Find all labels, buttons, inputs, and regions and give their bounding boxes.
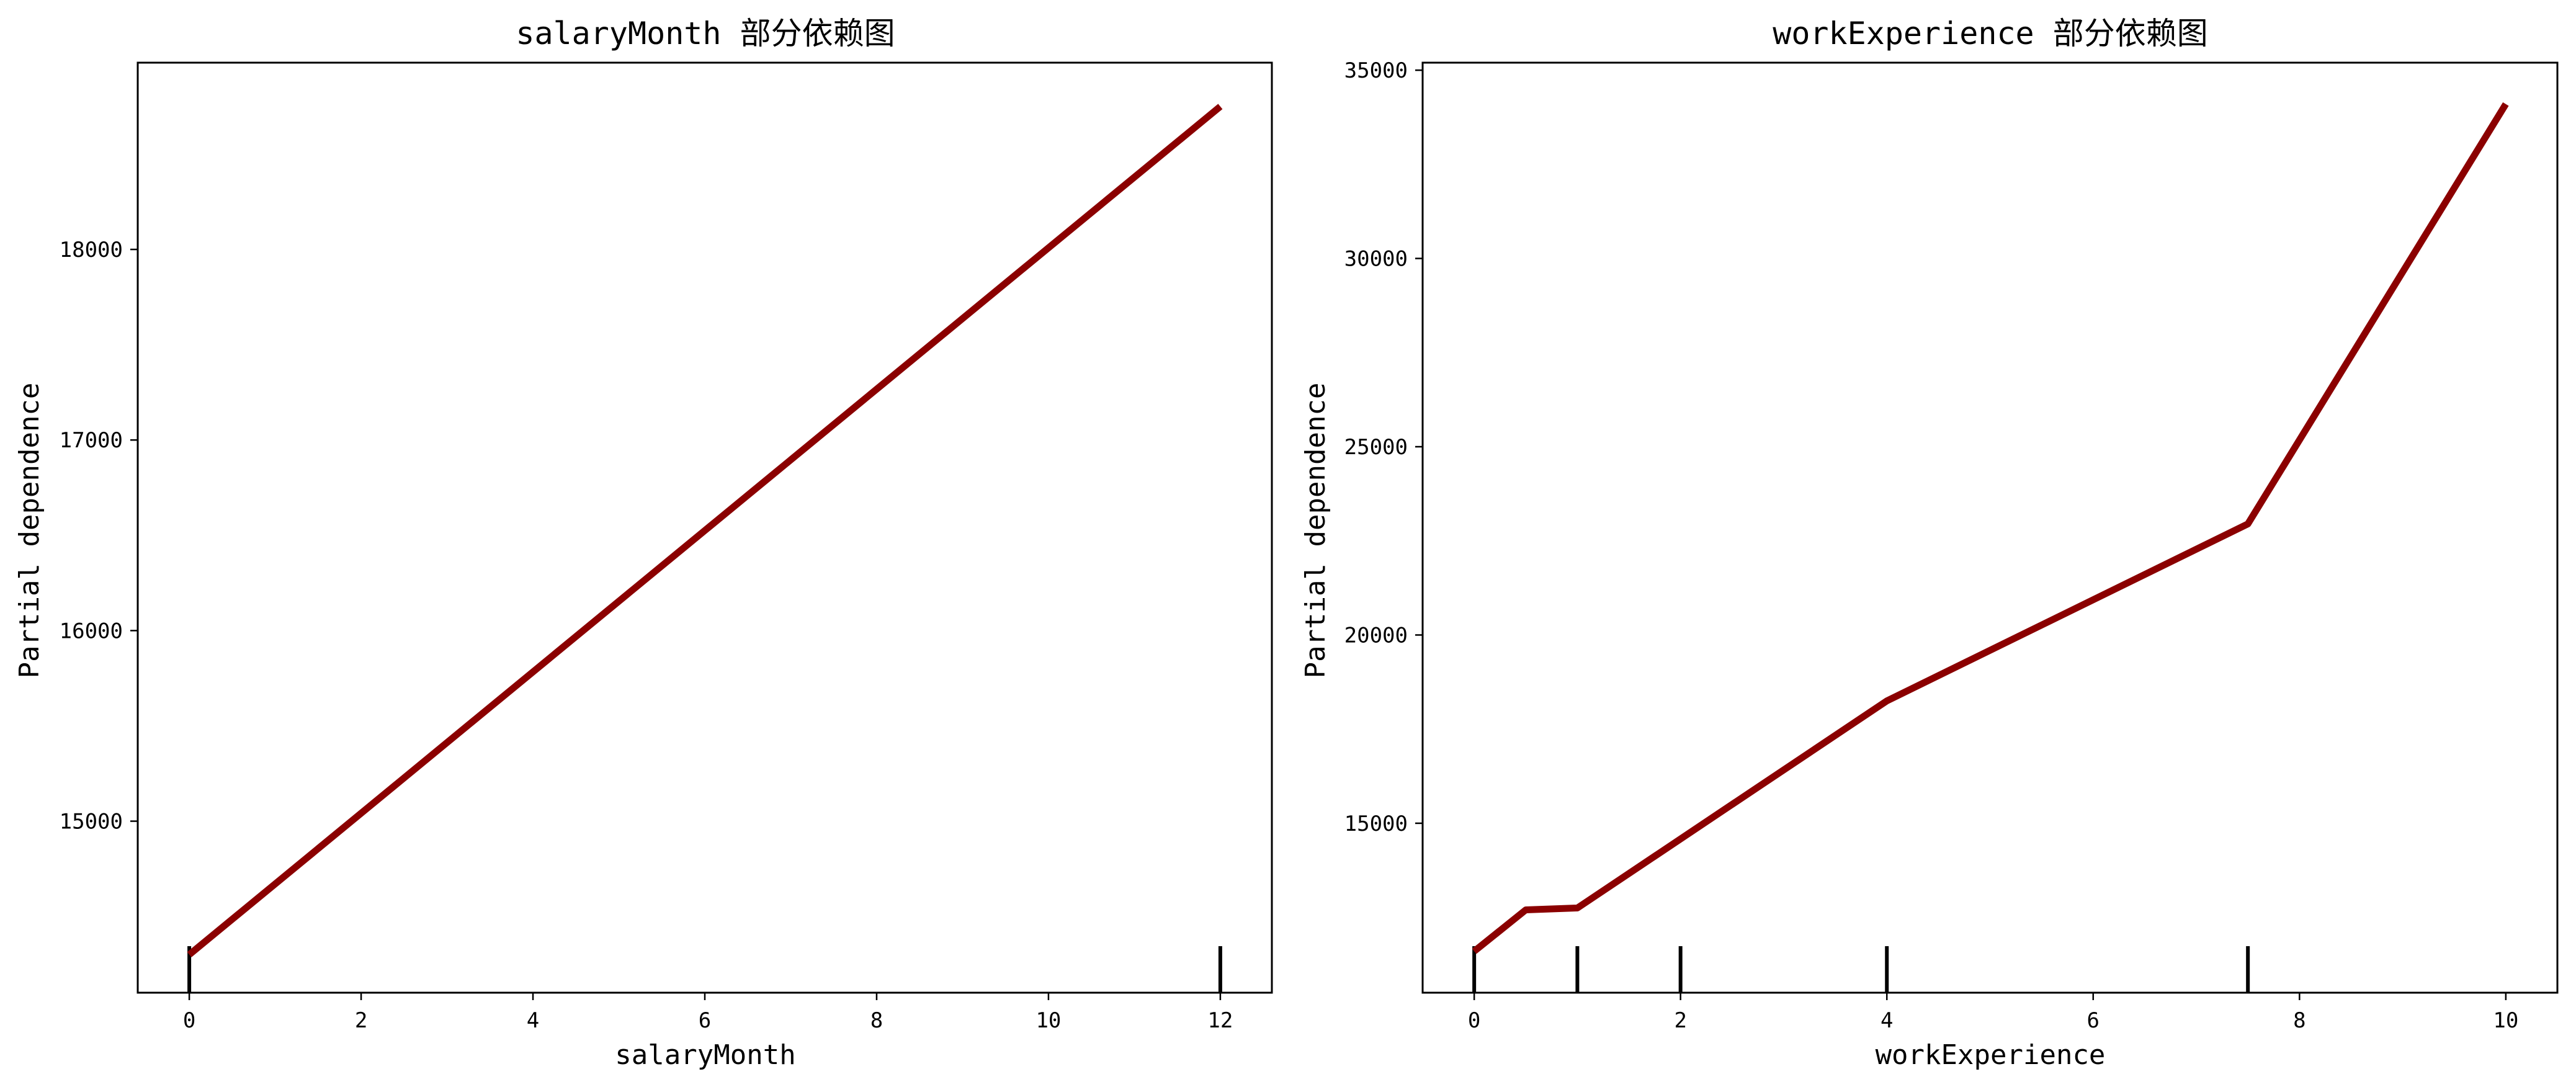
y-axis-label: Partial dependence — [1300, 383, 1331, 679]
x-tick-label: 4 — [1881, 1008, 1893, 1033]
y-tick-label: 25000 — [1344, 435, 1408, 460]
plot-area: 0 2 4 6 8 10 12 15000 16000 17000 18000 — [60, 61, 1273, 1033]
x-tick-label: 4 — [527, 1008, 539, 1033]
y-tick-label: 35000 — [1344, 58, 1408, 83]
x-axis-label: salaryMonth — [615, 1039, 795, 1071]
chart-salary-month: salaryMonth 部分依赖图 salaryMonth Partial de… — [14, 16, 1273, 1071]
y-tick-label: 16000 — [60, 619, 123, 643]
x-axis-label: workExperience — [1876, 1039, 2106, 1071]
y-tick-label: 17000 — [60, 428, 123, 453]
x-tick-label: 10 — [1035, 1008, 1061, 1033]
y-tick-label: 18000 — [60, 238, 123, 262]
x-tick-label: 6 — [699, 1008, 711, 1033]
y-tick-label: 20000 — [1344, 623, 1408, 648]
x-tick-label: 6 — [2087, 1008, 2100, 1033]
x-tick-label: 2 — [355, 1008, 367, 1033]
chart-title: workExperience 部分依赖图 — [1773, 16, 2208, 51]
x-tick-label: 0 — [183, 1008, 195, 1033]
x-tick-label: 8 — [870, 1008, 883, 1033]
plot-area: 0 2 4 6 8 10 15000 20000 25000 30000 35000 — [1344, 58, 2559, 1033]
series-line — [1472, 102, 2509, 954]
chart-work-experience: workExperience 部分依赖图 workExperience Part… — [1300, 16, 2559, 1071]
chart-title: salaryMonth 部分依赖图 — [516, 16, 895, 51]
x-tick-label: 0 — [1468, 1008, 1480, 1033]
x-tick-label: 8 — [2293, 1008, 2305, 1033]
series-line — [187, 104, 1223, 957]
axes-frame — [1421, 61, 2559, 994]
x-tick-label: 2 — [1674, 1008, 1686, 1033]
x-tick-label: 12 — [1207, 1008, 1233, 1033]
x-tick-label: 10 — [2493, 1008, 2518, 1033]
y-axis-label: Partial dependence — [14, 383, 45, 679]
y-tick-label: 15000 — [60, 810, 123, 834]
y-tick-label: 15000 — [1344, 812, 1408, 836]
y-tick-label: 30000 — [1344, 247, 1408, 272]
